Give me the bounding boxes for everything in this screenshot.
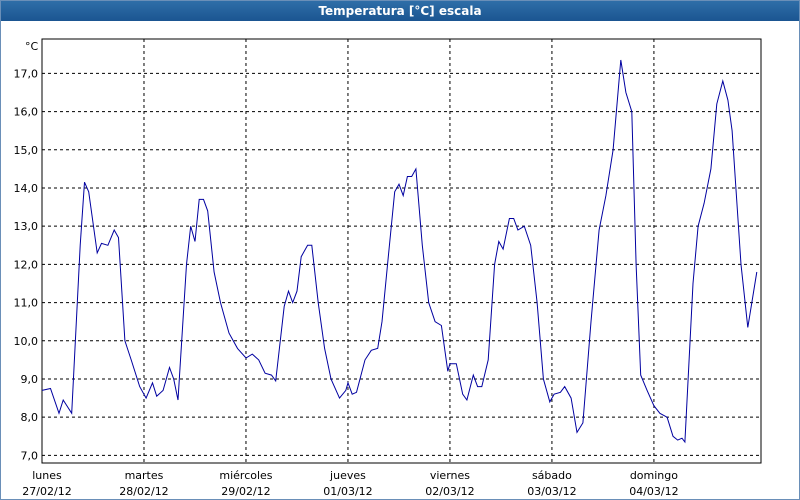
y-tick-label: 10,0 [14, 335, 39, 348]
x-tick-label: lunes [32, 469, 62, 482]
x-tick-sublabel: 03/03/12 [527, 485, 576, 498]
x-tick-sublabel: 04/03/12 [629, 485, 678, 498]
y-tick-label: 8,0 [21, 411, 39, 424]
x-tick-label: domingo [630, 469, 678, 482]
x-tick-label: jueves [329, 469, 366, 482]
x-tick-sublabel: 02/03/12 [425, 485, 474, 498]
x-tick-sublabel: 29/02/12 [221, 485, 270, 498]
chart: °C 7,0 8,0 9,0 10,0 11,0 12,0 13,0 14,0 15,0 16,0 1… [14, 38, 762, 498]
x-tick-label: martes [125, 469, 164, 482]
y-tick-label: 13,0 [14, 220, 39, 233]
y-tick-label: 16,0 [14, 106, 39, 119]
y-tick-label: 12,0 [14, 258, 39, 271]
x-tick-label: sábado [532, 469, 572, 482]
y-tick-label: 9,0 [21, 373, 39, 386]
y-tick-label: 15,0 [14, 144, 39, 157]
x-tick-label: viernes [430, 469, 470, 482]
y-tick-label: 14,0 [14, 182, 39, 195]
title-bar: Temperatura [°C] escala [1, 1, 799, 21]
y-tick-label: 7,0 [21, 449, 39, 462]
x-tick-sublabel: 27/02/12 [22, 485, 71, 498]
y-unit: °C [25, 40, 39, 53]
y-tick-label: 17,0 [14, 67, 39, 80]
x-tick-sublabel: 01/03/12 [323, 485, 372, 498]
x-tick-sublabel: 28/02/12 [119, 485, 168, 498]
y-tick-label: 11,0 [14, 297, 39, 310]
x-tick-label: miércoles [219, 469, 272, 482]
plot-frame [41, 38, 762, 464]
temperature-line [41, 59, 758, 444]
